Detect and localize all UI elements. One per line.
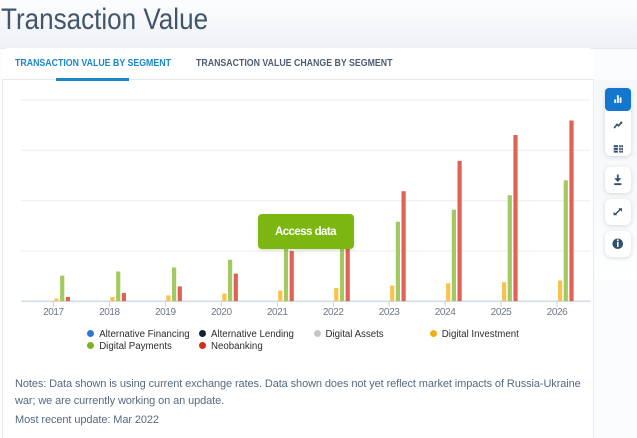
svg-text:2022: 2022 (323, 307, 344, 318)
svg-text:2026: 2026 (547, 307, 568, 318)
svg-text:2024: 2024 (435, 307, 456, 318)
svg-text:2019: 2019 (155, 307, 176, 318)
svg-text:2020: 2020 (211, 307, 232, 318)
svg-text:2018: 2018 (99, 307, 120, 318)
svg-text:2017: 2017 (43, 307, 64, 318)
svg-text:2025: 2025 (491, 307, 512, 318)
svg-text:2023: 2023 (379, 307, 400, 318)
svg-text:2021: 2021 (267, 307, 288, 318)
